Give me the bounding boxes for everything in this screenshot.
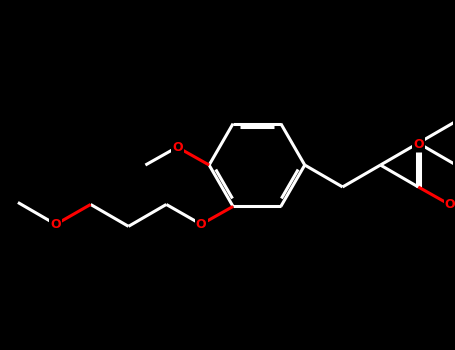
Text: O: O — [196, 218, 207, 231]
Text: O: O — [413, 138, 424, 150]
Text: O: O — [51, 218, 61, 231]
Text: O: O — [172, 141, 182, 154]
Text: O: O — [445, 198, 455, 211]
